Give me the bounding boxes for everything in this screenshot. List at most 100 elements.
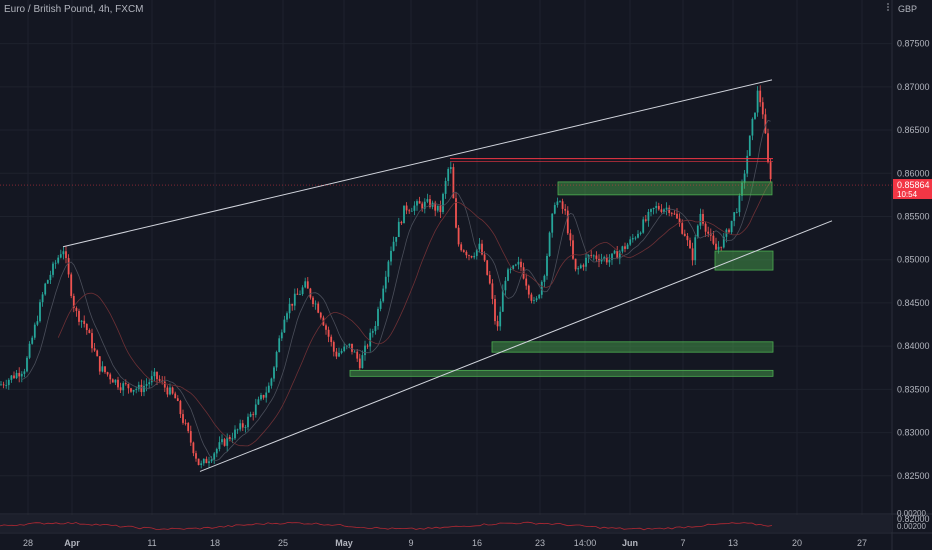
- candle-body[interactable]: [517, 261, 520, 265]
- candle-body[interactable]: [546, 255, 548, 276]
- candle-body[interactable]: [663, 209, 665, 212]
- candle-body[interactable]: [36, 321, 39, 325]
- candle-body[interactable]: [189, 431, 192, 443]
- candle-body[interactable]: [332, 342, 335, 352]
- candle-body[interactable]: [728, 229, 730, 233]
- candle-body[interactable]: [356, 351, 359, 359]
- candle-body[interactable]: [634, 237, 637, 239]
- candle-body[interactable]: [686, 235, 689, 241]
- candle-body[interactable]: [699, 213, 702, 226]
- candle-body[interactable]: [587, 255, 590, 258]
- candle-body[interactable]: [722, 236, 725, 248]
- candle-body[interactable]: [218, 442, 221, 450]
- candle-body[interactable]: [304, 281, 307, 288]
- candle-body[interactable]: [148, 382, 151, 385]
- candle-body[interactable]: [400, 221, 403, 224]
- candle-body[interactable]: [215, 449, 218, 454]
- candle-body[interactable]: [15, 372, 18, 379]
- demand-zone[interactable]: [557, 181, 773, 196]
- candle-body[interactable]: [163, 381, 166, 388]
- candle-body[interactable]: [202, 458, 205, 464]
- candle-body[interactable]: [733, 212, 736, 221]
- candle-body[interactable]: [80, 320, 83, 322]
- candle-body[interactable]: [124, 383, 127, 385]
- candle-body[interactable]: [213, 453, 216, 460]
- candle-body[interactable]: [41, 294, 44, 303]
- candle-body[interactable]: [132, 389, 135, 392]
- candle-body[interactable]: [585, 257, 587, 267]
- candle-body[interactable]: [314, 303, 317, 305]
- candle-body[interactable]: [434, 202, 437, 211]
- candle-body[interactable]: [655, 205, 658, 208]
- candle-body[interactable]: [397, 221, 400, 237]
- candle-body[interactable]: [348, 343, 351, 346]
- candle-body[interactable]: [444, 181, 447, 194]
- candle-body[interactable]: [657, 205, 660, 210]
- candle-body[interactable]: [481, 243, 483, 255]
- candle-body[interactable]: [621, 246, 624, 252]
- candle-body[interactable]: [54, 262, 57, 264]
- candle-body[interactable]: [509, 269, 512, 270]
- more-options-icon[interactable]: [884, 2, 892, 12]
- candle-body[interactable]: [525, 278, 528, 286]
- candle-body[interactable]: [122, 383, 125, 391]
- candle-body[interactable]: [244, 427, 247, 429]
- candle-body[interactable]: [748, 135, 751, 156]
- candle-body[interactable]: [257, 399, 260, 405]
- candle-body[interactable]: [353, 351, 356, 353]
- candle-body[interactable]: [582, 265, 585, 267]
- candle-body[interactable]: [109, 374, 112, 380]
- candle-body[interactable]: [197, 458, 200, 466]
- candle-body[interactable]: [577, 268, 580, 270]
- candle-body[interactable]: [176, 398, 179, 401]
- candle-body[interactable]: [330, 336, 333, 343]
- candle-body[interactable]: [707, 231, 710, 234]
- candle-body[interactable]: [205, 458, 208, 464]
- candle-body[interactable]: [182, 414, 184, 423]
- candle-body[interactable]: [488, 274, 491, 284]
- candle-body[interactable]: [153, 371, 156, 377]
- candle-body[interactable]: [465, 251, 468, 256]
- candle-body[interactable]: [395, 236, 398, 242]
- candle-body[interactable]: [127, 384, 130, 389]
- candle-body[interactable]: [423, 201, 426, 209]
- candle-body[interactable]: [111, 379, 114, 383]
- candle-body[interactable]: [496, 321, 499, 327]
- candle-body[interactable]: [59, 254, 62, 258]
- candle-body[interactable]: [566, 210, 569, 234]
- candle-body[interactable]: [254, 404, 257, 415]
- candle-body[interactable]: [741, 182, 743, 196]
- candle-body[interactable]: [522, 267, 525, 279]
- candle-body[interactable]: [439, 205, 442, 213]
- candle-body[interactable]: [351, 343, 353, 352]
- candle-body[interactable]: [260, 395, 262, 400]
- candle-body[interactable]: [535, 298, 538, 301]
- candle-body[interactable]: [236, 429, 239, 431]
- candle-body[interactable]: [195, 453, 197, 459]
- candle-body[interactable]: [239, 423, 242, 430]
- candle-body[interactable]: [57, 257, 60, 263]
- candle-body[interactable]: [637, 233, 639, 238]
- candle-body[interactable]: [10, 375, 13, 380]
- candle-body[interactable]: [130, 388, 132, 392]
- candle-body[interactable]: [317, 303, 320, 313]
- candle-body[interactable]: [114, 379, 117, 383]
- candle-body[interactable]: [283, 319, 286, 333]
- candle-body[interactable]: [681, 223, 684, 234]
- candle-body[interactable]: [670, 212, 673, 214]
- candle-body[interactable]: [267, 385, 270, 393]
- candle-body[interactable]: [187, 423, 190, 432]
- candle-body[interactable]: [730, 220, 733, 233]
- candle-body[interactable]: [158, 379, 161, 381]
- candle-body[interactable]: [78, 310, 80, 322]
- candle-body[interactable]: [751, 118, 754, 136]
- candle-body[interactable]: [611, 253, 613, 260]
- candle-body[interactable]: [715, 243, 717, 250]
- candle-body[interactable]: [18, 372, 21, 377]
- candle-body[interactable]: [551, 213, 554, 233]
- candle-body[interactable]: [291, 303, 294, 306]
- candle-body[interactable]: [595, 255, 598, 259]
- candle-body[interactable]: [119, 387, 122, 391]
- demand-zone[interactable]: [349, 369, 774, 377]
